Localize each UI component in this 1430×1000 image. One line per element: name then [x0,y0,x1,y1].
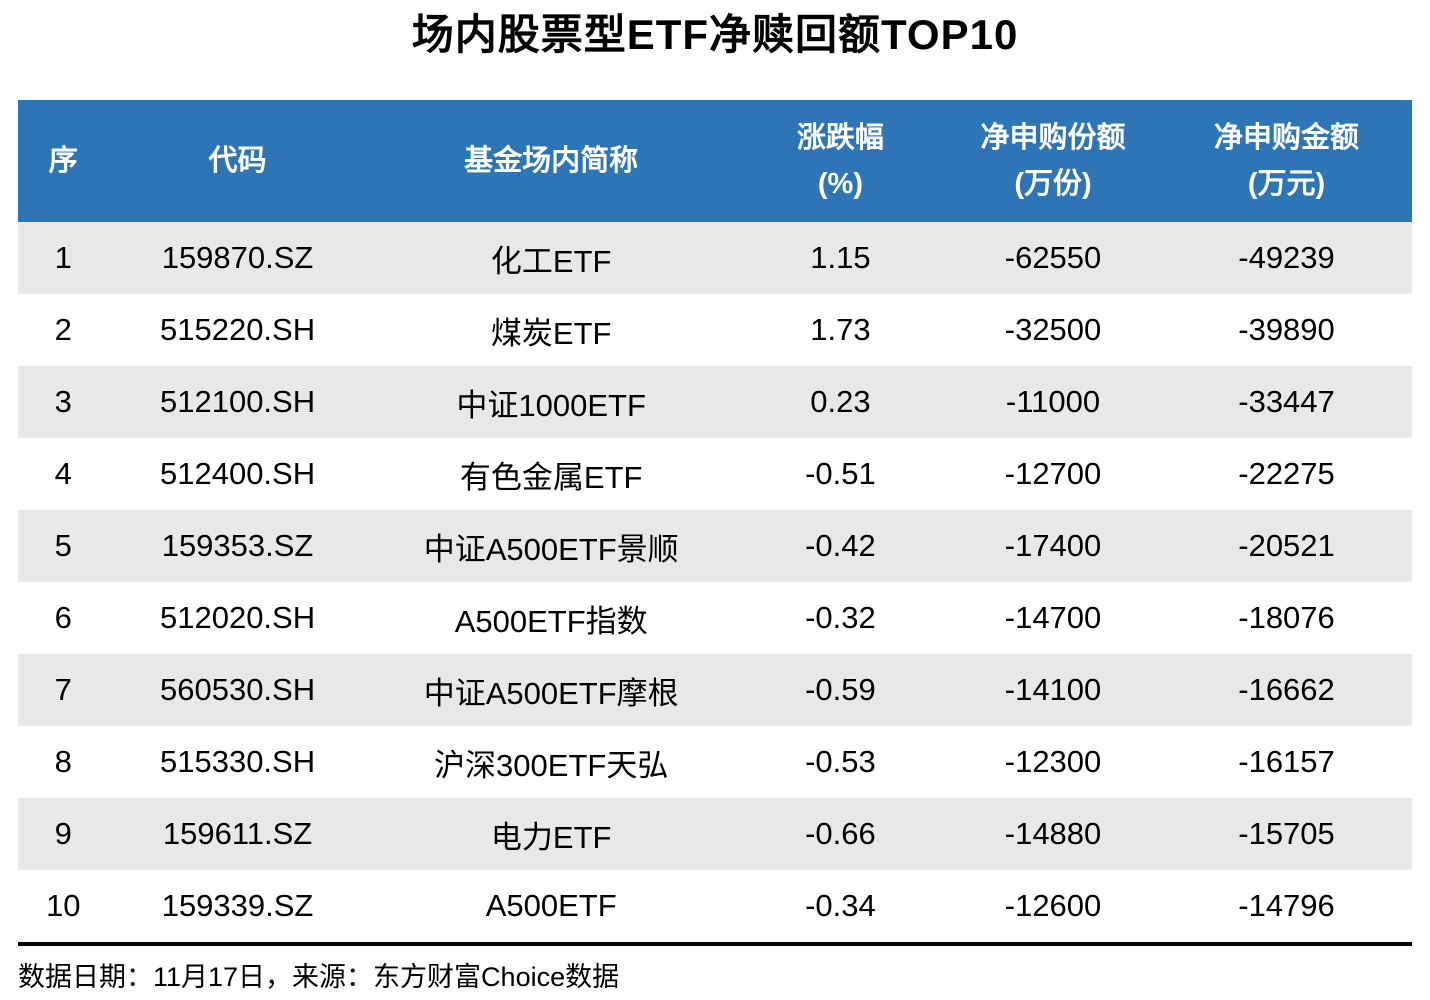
cell-change: 1.73 [735,294,945,366]
table-row: 4 512400.SH 有色金属ETF -0.51 -12700 -22275 [18,438,1412,510]
cell-name: 沪深300ETF天弘 [366,726,736,798]
cell-code: 512100.SH [108,366,367,438]
cell-net-amount: -20521 [1161,510,1412,582]
table-row: 9 159611.SZ 电力ETF -0.66 -14880 -15705 [18,798,1412,870]
col-header-net-amount: 净申购金额 (万元) [1161,100,1412,222]
col-header-net-shares: 净申购份额 (万份) [944,100,1162,222]
cell-name: 有色金属ETF [366,438,736,510]
col-header-name: 基金场内简称 [366,100,736,222]
cell-net-amount: -15705 [1161,798,1412,870]
cell-change: -0.34 [735,870,945,944]
table-row: 6 512020.SH A500ETF指数 -0.32 -14700 -1807… [18,582,1412,654]
cell-rank: 2 [18,294,109,366]
cell-net-shares: -14880 [944,798,1162,870]
table-header: 序 代码 基金场内简称 涨跌幅 (%) 净申购份额 (万份) [18,100,1412,222]
cell-name: 煤炭ETF [366,294,736,366]
cell-net-shares: -62550 [944,222,1162,294]
table-row: 5 159353.SZ 中证A500ETF景顺 -0.42 -17400 -20… [18,510,1412,582]
cell-rank: 6 [18,582,109,654]
table-row: 7 560530.SH 中证A500ETF摩根 -0.59 -14100 -16… [18,654,1412,726]
cell-net-amount: -39890 [1161,294,1412,366]
cell-code: 159353.SZ [108,510,367,582]
cell-rank: 10 [18,870,109,944]
cell-code: 515220.SH [108,294,367,366]
cell-net-amount: -22275 [1161,438,1412,510]
cell-net-amount: -18076 [1161,582,1412,654]
cell-net-shares: -14100 [944,654,1162,726]
cell-change: -0.66 [735,798,945,870]
table-row: 1 159870.SZ 化工ETF 1.15 -62550 -49239 [18,222,1412,294]
table-row: 2 515220.SH 煤炭ETF 1.73 -32500 -39890 [18,294,1412,366]
cell-net-amount: -49239 [1161,222,1412,294]
page-title: 场内股票型ETF净赎回额TOP10 [411,11,1019,58]
cell-net-shares: -12300 [944,726,1162,798]
cell-code: 512020.SH [108,582,367,654]
table-row: 3 512100.SH 中证1000ETF 0.23 -11000 -33447 [18,366,1412,438]
cell-code: 159611.SZ [108,798,367,870]
cell-net-amount: -16662 [1161,654,1412,726]
col-header-code: 代码 [108,100,367,222]
cell-name: 中证1000ETF [366,366,736,438]
cell-name: A500ETF [366,870,736,944]
cell-net-shares: -12700 [944,438,1162,510]
cell-code: 512400.SH [108,438,367,510]
cell-net-amount: -14796 [1161,870,1412,944]
cell-code: 560530.SH [108,654,367,726]
table-body: 1 159870.SZ 化工ETF 1.15 -62550 -49239 2 5… [18,222,1412,944]
cell-change: 0.23 [735,366,945,438]
table-row: 8 515330.SH 沪深300ETF天弘 -0.53 -12300 -161… [18,726,1412,798]
cell-rank: 9 [18,798,109,870]
cell-name: A500ETF指数 [366,582,736,654]
cell-net-shares: -14700 [944,582,1162,654]
cell-name: 中证A500ETF景顺 [366,510,736,582]
cell-change: 1.15 [735,222,945,294]
cell-net-shares: -17400 [944,510,1162,582]
cell-rank: 1 [18,222,109,294]
etf-redemption-table: 序 代码 基金场内简称 涨跌幅 (%) 净申购份额 (万份) [18,100,1412,946]
header-row: 序 代码 基金场内简称 涨跌幅 (%) 净申购份额 (万份) [18,100,1412,222]
data-source-note: 数据日期：11月17日，来源：东方财富Choice数据 [18,962,620,992]
cell-rank: 8 [18,726,109,798]
cell-net-amount: -33447 [1161,366,1412,438]
col-header-rank: 序 [18,100,109,222]
cell-change: -0.42 [735,510,945,582]
cell-net-shares: -11000 [944,366,1162,438]
cell-rank: 4 [18,438,109,510]
cell-name: 电力ETF [366,798,736,870]
cell-net-amount: -16157 [1161,726,1412,798]
cell-rank: 3 [18,366,109,438]
col-header-change: 涨跌幅 (%) [735,100,945,222]
cell-rank: 7 [18,654,109,726]
cell-change: -0.32 [735,582,945,654]
cell-code: 159339.SZ [108,870,367,944]
cell-name: 中证A500ETF摩根 [366,654,736,726]
cell-net-shares: -32500 [944,294,1162,366]
cell-rank: 5 [18,510,109,582]
cell-name: 化工ETF [366,222,736,294]
cell-change: -0.51 [735,438,945,510]
cell-code: 515330.SH [108,726,367,798]
cell-change: -0.59 [735,654,945,726]
cell-net-shares: -12600 [944,870,1162,944]
cell-change: -0.53 [735,726,945,798]
cell-code: 159870.SZ [108,222,367,294]
table-row: 10 159339.SZ A500ETF -0.34 -12600 -14796 [18,870,1412,944]
